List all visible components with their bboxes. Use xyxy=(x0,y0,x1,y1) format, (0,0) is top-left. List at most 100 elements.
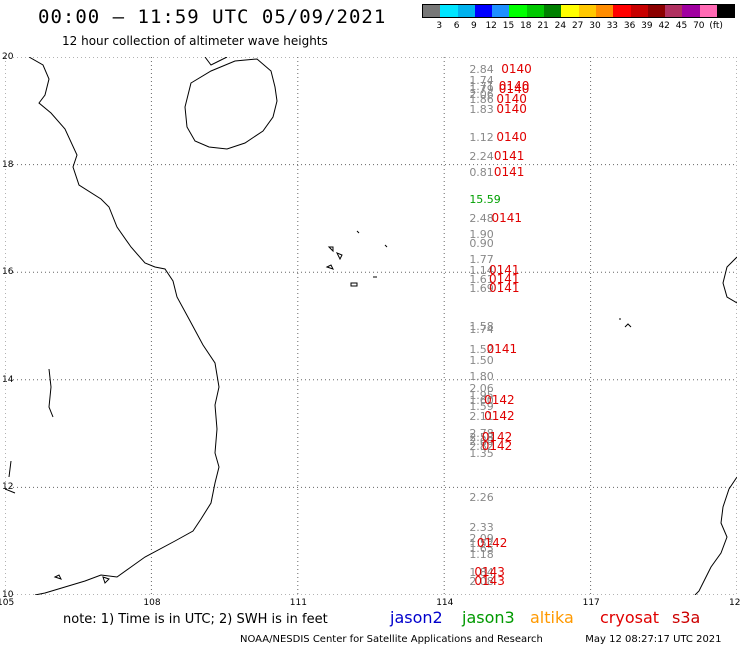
x-tick-label: 111 xyxy=(289,598,307,608)
color-swatch xyxy=(474,5,493,17)
wave-height-value: 2.08 xyxy=(469,574,494,588)
pass-time-label: 0140 xyxy=(496,101,527,116)
vietnam-coastline xyxy=(28,57,220,595)
map-title: 00:00 – 11:59 UTC 05/09/2021 xyxy=(38,6,387,28)
china-coastline xyxy=(204,57,228,66)
spratly-islands xyxy=(619,318,632,328)
pass-time-label: 0142 xyxy=(481,438,513,453)
x-tick-label: 120 xyxy=(729,598,740,608)
pass-time-label: 0140 xyxy=(496,129,527,144)
color-swatch xyxy=(630,5,648,17)
color-swatch xyxy=(699,5,718,17)
con-dao-islands xyxy=(53,574,110,584)
pass-time-label: 0141 xyxy=(493,164,525,179)
color-scale-label: 3 xyxy=(436,21,443,31)
color-swatch xyxy=(578,5,596,17)
color-swatch xyxy=(561,5,579,17)
color-swatch xyxy=(717,5,735,17)
color-swatch xyxy=(665,5,683,17)
color-swatch xyxy=(440,5,458,17)
color-swatch xyxy=(613,5,631,17)
pass-time-label: 0142 xyxy=(484,393,515,408)
wave-height-value: 2.06 xyxy=(469,382,494,396)
wave-height-value: 2.26 xyxy=(469,491,494,505)
color-scale-bar xyxy=(422,4,736,18)
color-swatch xyxy=(457,5,475,17)
pass-time-label: 0143 xyxy=(474,573,505,588)
wave-height-value: 1.80 xyxy=(469,370,494,384)
pass-time-label: 0140 xyxy=(498,78,530,93)
color-swatch xyxy=(526,5,545,17)
color-scale-label: 36 xyxy=(623,21,636,31)
color-scale-label: 30 xyxy=(589,21,601,31)
wave-height-value: 1.52 xyxy=(469,536,494,550)
wave-height-value: 1.61 xyxy=(469,273,494,287)
wave-height-value: 2.24 xyxy=(469,149,494,163)
x-tick-label: 105 xyxy=(0,598,15,608)
satellite-cryosat-label: cryosat xyxy=(600,608,660,627)
credit-timestamp: May 12 08:27:17 UTC 2021 xyxy=(585,634,722,645)
wave-height-value: 1.77 xyxy=(469,253,494,267)
wave-height-value: 15.59 xyxy=(469,192,501,206)
wave-height-value: 2.60 xyxy=(469,435,494,449)
wave-height-value: 2.48 xyxy=(469,212,494,226)
y-tick-label: 10 xyxy=(2,590,14,600)
color-scale-label: 45 xyxy=(675,21,688,31)
hainan-island xyxy=(184,58,278,150)
pass-time-label: 0143 xyxy=(474,565,505,580)
credit-line: NOAA/NESDIS Center for Satellite Applica… xyxy=(240,634,722,645)
color-swatch xyxy=(595,5,614,17)
wave-height-value: 1.14 xyxy=(469,263,494,277)
color-scale-label: 12 xyxy=(485,21,497,31)
pass-time-label: 0141 xyxy=(489,262,520,277)
wave-height-value: 2.82 xyxy=(469,439,494,453)
wave-height-value: 1.95 xyxy=(469,388,494,402)
wave-height-value: 1.69 xyxy=(469,282,494,296)
satellite-jason3-label: jason3 xyxy=(462,608,515,627)
y-tick-label: 12 xyxy=(2,482,14,493)
color-swatch xyxy=(492,5,510,17)
wave-height-value: 2.58 xyxy=(469,430,494,444)
x-tick-label: 117 xyxy=(582,598,600,608)
y-tick-label: 14 xyxy=(2,374,14,385)
paracel-islands xyxy=(325,230,388,287)
wave-height-value: 2.84 xyxy=(469,63,494,77)
wave-height-value: 2.78 xyxy=(469,426,494,440)
color-scale-label: 15 xyxy=(502,21,515,31)
wave-height-value: 2.06 xyxy=(469,87,494,101)
pass-time-label: 0141 xyxy=(493,148,525,163)
pass-time-label: 0141 xyxy=(486,342,518,357)
pass-time-label: 0141 xyxy=(489,281,520,296)
map-subtitle: 12 hour collection of altimeter wave hei… xyxy=(62,34,328,48)
color-scale-label: 24 xyxy=(554,21,567,31)
wave-height-value: 1.58 xyxy=(469,320,494,334)
philippines-coastline xyxy=(694,256,737,595)
wave-height-value: 2.09 xyxy=(469,531,494,545)
wave-height-value: 1.59 xyxy=(469,399,494,413)
color-scale-label: 9 xyxy=(471,21,477,31)
y-tick-label: 18 xyxy=(2,159,14,170)
pass-time-label: 0140 xyxy=(501,62,532,77)
wave-height-value: 1.12 xyxy=(469,130,494,144)
satellite-jason2-label: jason2 xyxy=(390,608,443,627)
pass-time-label: 0142 xyxy=(484,409,515,424)
credit-org: NOAA/NESDIS Center for Satellite Applica… xyxy=(240,634,543,645)
y-tick-label: 20 xyxy=(2,52,14,62)
pass-time-label: 0140 xyxy=(496,92,527,107)
wave-height-value: 1.74 xyxy=(469,322,494,336)
color-swatch xyxy=(423,5,441,17)
color-swatch xyxy=(544,5,562,17)
wave-height-value: 1.83 xyxy=(469,102,494,116)
satellite-altika-label: altika xyxy=(530,608,574,627)
x-tick-label: 114 xyxy=(436,598,454,608)
footnote: note: 1) Time is in UTC; 2) SWH is in fe… xyxy=(63,612,328,627)
x-tick-label: 108 xyxy=(143,598,161,608)
color-scale-label: 70 xyxy=(693,21,705,31)
wave-height-value: 1.50 xyxy=(469,353,494,367)
wave-height-value: 0.81 xyxy=(469,165,494,179)
pass-time-label: 0141 xyxy=(491,211,523,226)
gulf-coastline xyxy=(5,368,54,494)
map-canvas xyxy=(5,57,737,595)
wave-height-value: 1.74 xyxy=(469,74,494,88)
